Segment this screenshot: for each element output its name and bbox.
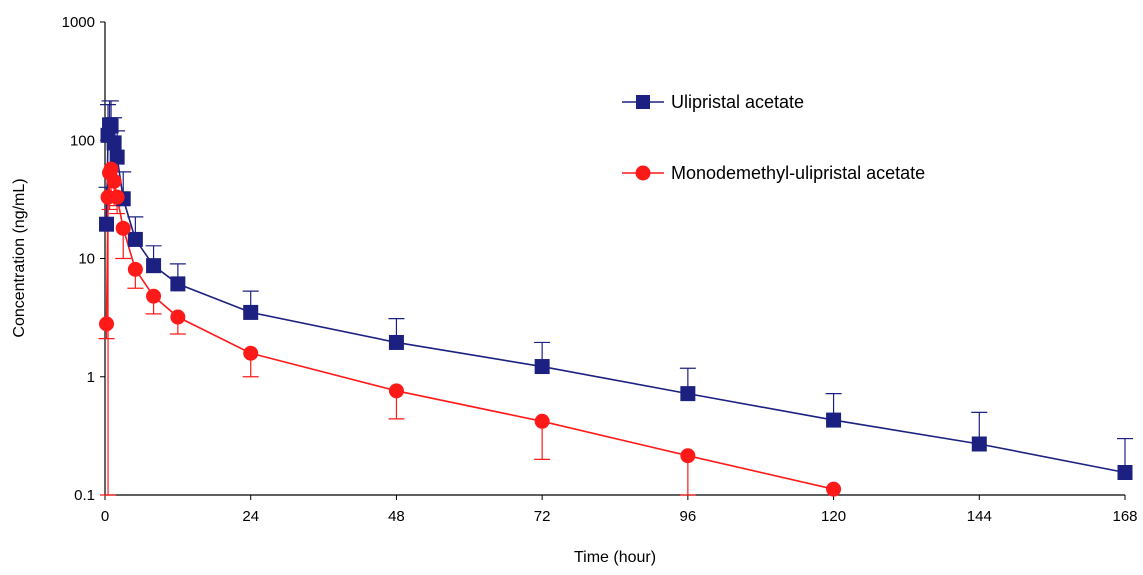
- data-point-monodemethyl: [109, 189, 125, 205]
- data-point-ulipristal: [109, 149, 125, 165]
- data-point-monodemethyl: [243, 345, 259, 361]
- x-tick-label: 144: [967, 508, 992, 525]
- error-bars: [98, 100, 1133, 496]
- x-axis-title: Time (hour): [574, 549, 656, 566]
- data-point-ulipristal: [103, 118, 119, 134]
- y-tick-label: 1000: [62, 14, 95, 31]
- data-point-monodemethyl: [826, 481, 842, 497]
- data-point-ulipristal: [146, 258, 162, 274]
- series-markers: [99, 117, 1133, 497]
- x-tick-label: 0: [101, 508, 109, 525]
- data-point-ulipristal: [1117, 464, 1133, 480]
- legend-item-ulipristal: Ulipristal acetate: [622, 92, 804, 112]
- data-point-ulipristal: [106, 135, 122, 151]
- data-point-ulipristal: [971, 436, 987, 452]
- data-point-ulipristal: [534, 359, 550, 375]
- x-ticks: 0 24 48 72 96 120 144 168: [101, 495, 1138, 525]
- data-point-ulipristal: [127, 231, 143, 247]
- data-point-monodemethyl: [680, 448, 696, 464]
- data-point-ulipristal: [388, 334, 404, 350]
- legend-label-ulipristal: Ulipristal acetate: [671, 92, 804, 112]
- y-axis-title: Concentration (ng/mL): [11, 178, 28, 337]
- y-ticks: 0.1 1 10 100 1000: [62, 14, 105, 504]
- data-point-ulipristal: [680, 386, 696, 402]
- legend-marker-ulipristal: [636, 95, 650, 109]
- data-point-monodemethyl: [146, 288, 162, 304]
- y-tick-label: 100: [70, 132, 95, 149]
- axes: [104, 22, 1125, 496]
- data-point-ulipristal: [826, 412, 842, 428]
- legend-label-monodemethyl: Monodemethyl-ulipristal acetate: [671, 163, 925, 183]
- data-point-ulipristal: [170, 276, 186, 292]
- x-tick-label: 72: [534, 508, 551, 525]
- data-point-ulipristal: [243, 304, 259, 320]
- legend-item-monodemethyl: Monodemethyl-ulipristal acetate: [622, 163, 925, 183]
- x-tick-label: 24: [242, 508, 259, 525]
- data-point-monodemethyl: [99, 316, 115, 332]
- data-point-monodemethyl: [534, 413, 550, 429]
- series-line-ulipristal: [105, 123, 1126, 474]
- x-tick-label: 168: [1112, 508, 1137, 525]
- data-point-ulipristal: [99, 216, 115, 232]
- series-line-monodemethyl: [105, 166, 834, 490]
- x-tick-label: 96: [680, 508, 697, 525]
- y-tick-label: 0.1: [74, 487, 95, 504]
- data-point-monodemethyl: [106, 173, 122, 189]
- series-lines: [105, 123, 1126, 490]
- data-point-monodemethyl: [115, 220, 131, 236]
- legend: Ulipristal acetate Monodemethyl-uliprist…: [622, 92, 925, 183]
- data-point-monodemethyl: [388, 383, 404, 399]
- y-tick-label: 1: [87, 369, 95, 386]
- x-tick-label: 120: [821, 508, 846, 525]
- y-tick-label: 10: [78, 251, 95, 268]
- data-point-monodemethyl: [103, 161, 119, 177]
- legend-marker-monodemethyl: [635, 165, 651, 181]
- data-point-monodemethyl: [170, 309, 186, 325]
- data-point-monodemethyl: [127, 261, 143, 277]
- x-tick-label: 48: [388, 508, 405, 525]
